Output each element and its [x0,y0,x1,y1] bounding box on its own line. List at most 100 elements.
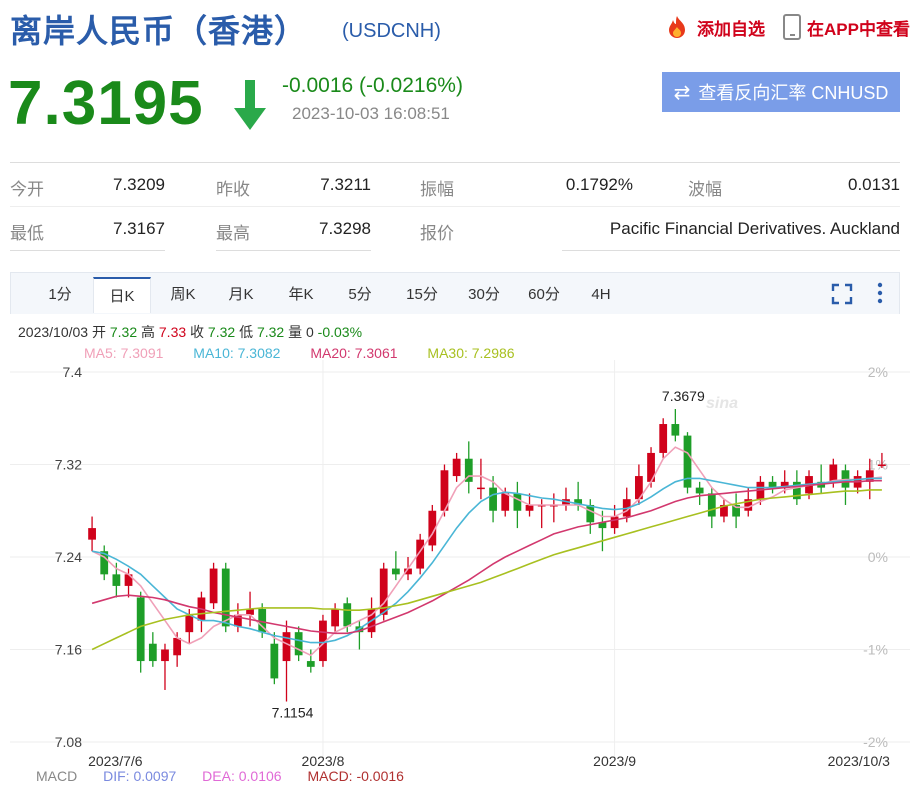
candle-body [282,632,291,662]
candle-body [501,493,510,511]
ma-line-ma10 [91,477,882,644]
y-tick-label: 7.32 [55,457,82,473]
phone-icon [783,14,802,40]
divider [10,250,165,251]
candle-body [148,643,157,662]
symbol-code: (USDCNH) [342,20,441,42]
view-in-app-button[interactable]: 在APP中查看 [783,14,910,40]
open-value: 7.3209 [113,175,165,194]
pct-tick-label: -2% [863,734,888,750]
candle-body [659,424,668,453]
candle-body [452,458,461,477]
bar-high: 7.33 [158,324,187,340]
low-label: 最低 [10,224,44,243]
candle-body [428,510,437,546]
reverse-rate-button[interactable]: ⇄ 查看反向汇率 CNHUSD [662,72,900,112]
candle-body [647,452,655,482]
tab-1[interactable]: 日K [93,277,151,313]
candle-body [100,551,109,575]
macd-dea: DEA: 0.0106 [202,768,282,784]
swap-icon: ⇄ [673,81,691,104]
volatility-value: 0.0131 [848,175,900,194]
tab-4[interactable]: 年K [288,286,314,303]
macd-dif: DIF: 0.0097 [103,768,177,784]
candle-body [306,661,315,667]
candle-body [221,568,230,627]
candle-body [574,499,583,505]
x-tick-label: 2023/7/6 [88,753,143,769]
candle-body [720,504,728,517]
quoter-label: 报价 [420,224,454,243]
candle-body [489,487,497,511]
macd-title: MACD [36,768,78,784]
candle-body [635,476,643,500]
fullscreen-icon[interactable] [831,283,853,305]
tab-0[interactable]: 1分 [48,286,72,303]
bar-low-label: 低 [239,324,254,340]
header: 离岸人民币（香港） (USDCNH) 添加自选 在APP中查看 [10,4,910,52]
reverse-rate-label: 查看反向汇率 CNHUSD [698,83,889,103]
x-tick-label: 2023/10/3 [828,753,890,769]
candle-body [477,487,485,490]
ma30-legend: MA30: 7.2986 [427,345,515,361]
open-label: 今开 [10,180,44,199]
tab-5[interactable]: 5分 [348,286,372,303]
tab-2[interactable]: 周K [170,286,196,303]
add-watchlist-button[interactable]: 添加自选 [663,14,765,40]
candle-body [124,574,133,586]
candle-body [610,516,619,529]
quoter-value: Pacific Financial Derivatives. Auckland [609,219,900,238]
high-value: 7.3298 [319,219,371,238]
stats-row: 今开 7.3209 昨收 7.3211 振幅 0.1792% 波幅 0.0131 [10,163,900,207]
candle-body [343,603,352,627]
bar-open-label: 开 [91,324,106,340]
pct-tick-label: 2% [868,364,888,380]
header-actions: 添加自选 在APP中查看 [663,14,910,40]
bar-date: 2023/10/03 [18,324,89,340]
candle-body [792,481,801,500]
quote-stats-table: 今开 7.3209 昨收 7.3211 振幅 0.1792% 波幅 0.0131… [10,162,900,251]
tab-6[interactable]: 15分 [406,286,438,303]
candle-body [270,643,279,679]
candle-body [525,504,534,511]
candle-body [185,614,194,633]
chart-period-tabs: 1分 日K 周K 月K 年K 5分 15分 30分 60分 4H [10,272,900,314]
candle-body [294,632,303,656]
candle-body [586,504,595,523]
bar-volume: 0 [305,324,314,340]
divider [216,250,371,251]
candle-body [136,597,145,662]
more-options-icon[interactable] [877,281,883,305]
candle-body [671,424,680,436]
tab-8[interactable]: 60分 [528,286,560,303]
price-change: -0.0016 (-0.0216%) [282,74,463,97]
high-label: 最高 [216,224,250,243]
tab-7[interactable]: 30分 [468,286,500,303]
ma10-legend: MA10: 7.3082 [193,345,281,361]
x-tick-label: 2023/8 [302,753,345,769]
amplitude-label: 振幅 [420,180,454,199]
y-tick-label: 7.24 [55,549,82,565]
candle-body [878,464,886,466]
prev-close-label: 昨收 [216,180,250,199]
amplitude-value: 0.1792% [565,175,633,194]
bar-close: 7.32 [207,324,236,340]
candle-body [707,493,716,517]
candle-body [319,620,327,662]
candle-body [88,528,96,540]
candle-body [865,470,874,482]
candle-body [173,637,182,656]
low-value: 7.3167 [113,219,165,238]
ma20-legend: MA20: 7.3061 [310,345,398,361]
bar-open: 7.32 [109,324,138,340]
tab-3[interactable]: 月K [228,286,254,303]
bar-volume-label: 量 [288,324,303,340]
candle-body [440,470,449,511]
fire-icon [669,16,686,38]
tab-9[interactable]: 4H [591,286,611,303]
divider [562,250,900,251]
kline-chart[interactable]: 7.4 2% 7.32 1% 7.24 0% 7.16 -1% 7.08 -2% 2023/7/6 2… [0,360,922,792]
quote-timestamp: 2023-10-03 16:08:51 [292,104,450,123]
volatility-label: 波幅 [688,180,722,199]
bar-info: 2023/10/03 开 7.32 高 7.33 收 7.32 低 7.32 量… [18,322,362,342]
